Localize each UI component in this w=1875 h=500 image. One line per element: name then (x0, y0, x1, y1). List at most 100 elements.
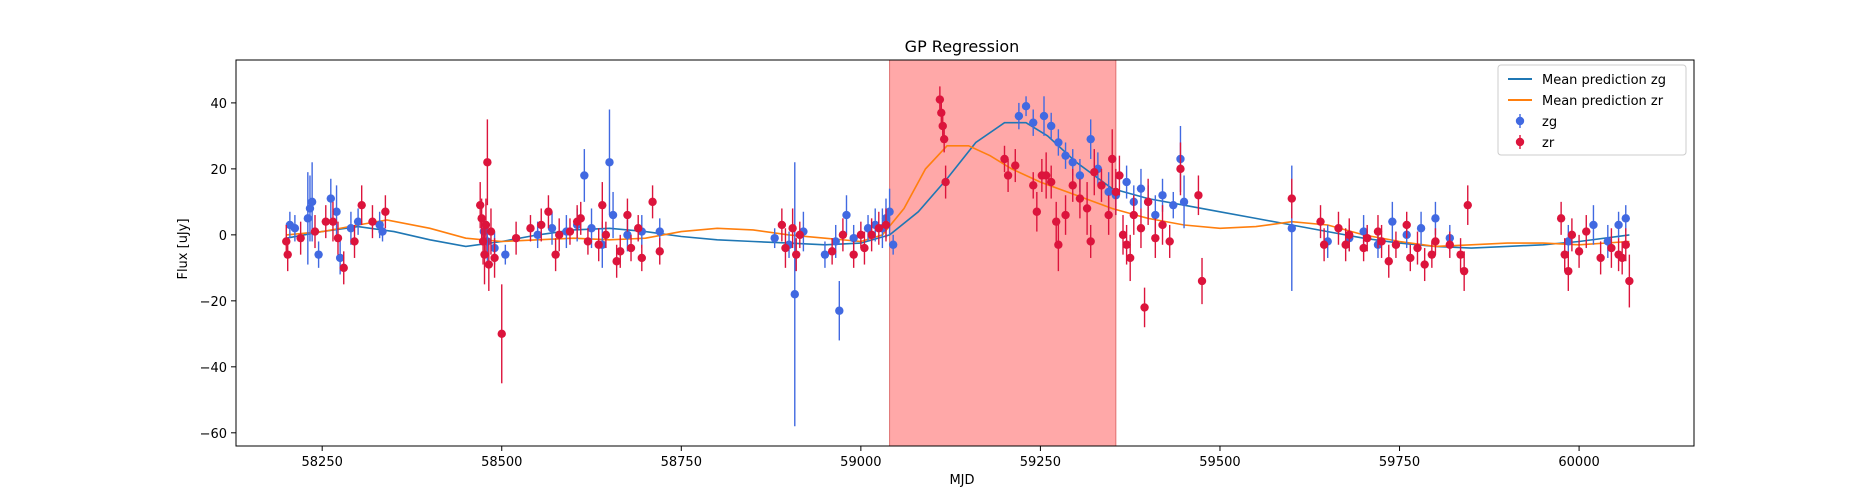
zg-point (1075, 171, 1085, 180)
zr-point (1406, 253, 1415, 263)
zr-point (1319, 240, 1329, 249)
zr-point (333, 233, 343, 243)
y-tick-label: −60 (200, 427, 227, 442)
zg-point (1431, 214, 1440, 223)
x-tick-label: 59250 (1020, 455, 1061, 470)
legend-label: Mean prediction zg (1542, 73, 1666, 88)
zr-point (537, 220, 546, 230)
zr-point (1111, 187, 1121, 197)
zr-point (555, 230, 564, 240)
zg-point (820, 250, 830, 259)
y-tick-label: 20 (210, 163, 227, 178)
zr-point (1046, 177, 1056, 187)
zr-point (1334, 224, 1343, 233)
x-tick-label: 58750 (661, 455, 702, 470)
zg-point (770, 233, 779, 243)
zg-point (307, 197, 317, 207)
zr-point (310, 227, 320, 236)
zr-point (1097, 181, 1106, 190)
zr-point (583, 237, 593, 246)
zr-point (1136, 224, 1146, 233)
x-tick-label: 58250 (302, 455, 343, 470)
zr-point (1596, 253, 1605, 263)
zr-point (1617, 253, 1627, 263)
zr-point (1574, 247, 1584, 256)
zg-point (1151, 210, 1160, 220)
zr-point (1621, 240, 1630, 249)
zg-point (1169, 200, 1178, 210)
zr-point (1463, 200, 1472, 210)
chart-title: GP Regression (905, 37, 1020, 56)
zg-point (1359, 227, 1368, 236)
zg-point (1388, 217, 1397, 226)
zr-point (1582, 227, 1591, 236)
zr-point (1377, 237, 1386, 246)
zr-point (1445, 240, 1455, 249)
zg-point (326, 194, 336, 203)
zr-point (481, 220, 491, 230)
zr-point (788, 224, 797, 233)
zg-point (1104, 187, 1113, 197)
zr-point (1122, 240, 1131, 249)
x-tick-label: 59500 (1199, 455, 1240, 470)
zg-point (1046, 121, 1056, 131)
zr-point (1341, 240, 1350, 249)
x-tick-label: 59000 (840, 455, 881, 470)
zr-point (282, 237, 291, 246)
zg-point (1068, 158, 1077, 167)
zr-point (1115, 171, 1124, 180)
zr-point (1456, 250, 1465, 259)
zr-point (1068, 181, 1077, 190)
zr-point (827, 247, 837, 256)
zr-point (1151, 233, 1160, 243)
zr-point (1197, 276, 1207, 286)
zr-point (296, 233, 305, 243)
zr-point (1316, 217, 1325, 226)
zr-point (881, 220, 891, 230)
zg-point (587, 224, 596, 233)
zg-point (1021, 101, 1031, 111)
x-axis-label: MJD (949, 473, 974, 488)
plot-area: 58250 58500 58750 59000 59250 59500 59750 60000… (200, 59, 1695, 470)
zr-point (1165, 237, 1174, 246)
zr-point (1420, 260, 1429, 269)
shaded-region (889, 59, 1117, 447)
zg-point (1416, 224, 1426, 233)
zr-point (601, 230, 611, 240)
x-tick-label: 58500 (481, 455, 522, 470)
zr-point (849, 250, 858, 259)
zg-point (1086, 134, 1095, 144)
zr-point (1194, 191, 1203, 200)
zg-point (580, 171, 589, 180)
legend-point-marker (1515, 137, 1525, 147)
zg-point (547, 224, 557, 233)
series-line-2 (286, 145, 1630, 248)
zr-point (612, 257, 621, 266)
zr-point (357, 200, 366, 210)
zg-point (378, 227, 387, 236)
zr-point (1176, 164, 1185, 174)
zr-point (484, 260, 494, 269)
legend-label: zr (1542, 136, 1555, 151)
zr-point (1029, 181, 1038, 190)
zr-point (1041, 171, 1051, 180)
zg-point (353, 217, 363, 226)
zr-point (368, 217, 377, 226)
zg-point (835, 306, 844, 315)
zg-point (303, 214, 313, 223)
zr-point (1158, 220, 1167, 230)
zr-point (551, 250, 560, 259)
zg-point (290, 224, 300, 233)
zr-point (480, 250, 489, 259)
x-tick-label: 59750 (1379, 455, 1420, 470)
zr-point (938, 121, 947, 131)
zg-point (1564, 237, 1573, 246)
zr-point (1086, 237, 1095, 246)
zr-point (648, 197, 657, 207)
zr-point (381, 207, 390, 216)
zr-point (937, 108, 946, 117)
zg-point (1039, 111, 1049, 121)
zr-point (626, 243, 636, 253)
zg-point (608, 210, 618, 220)
zr-point (1125, 253, 1135, 263)
